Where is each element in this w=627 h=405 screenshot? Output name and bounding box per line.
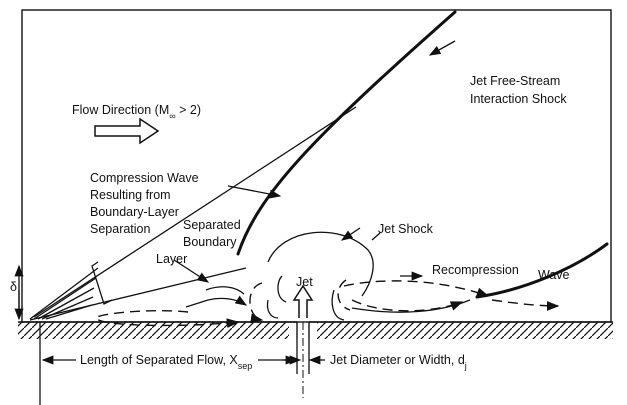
compression-wave-line <box>33 106 357 318</box>
recirculation-vortices <box>95 271 560 329</box>
flow-direction-label: Flow Direction (M∞ > 2) <box>72 103 201 121</box>
jet-freestream-label-1: Jet Free-Stream <box>470 74 560 88</box>
leader-lines <box>173 40 456 283</box>
jet-shock <box>267 231 374 297</box>
recompression-label: Recompression <box>432 263 519 277</box>
jet-shock-label: Jet Shock <box>378 222 434 236</box>
separated-label-3: Layer <box>156 252 187 266</box>
compression-label-2: Resulting from <box>90 188 171 202</box>
boundary-layer-bracket <box>91 261 113 305</box>
jet-label: Jet <box>296 275 313 289</box>
compression-label-1: Compression Wave <box>90 171 199 185</box>
separated-label-2: Boundary <box>183 235 237 249</box>
compression-label-3: Boundary-Layer <box>90 205 179 219</box>
delta-label: δ <box>10 280 17 294</box>
separated-label-1: Separated <box>183 218 241 232</box>
wave-label: Wave <box>538 268 570 282</box>
length-label: Length of Separated Flow, Xsep <box>80 353 252 371</box>
diameter-dimension <box>282 339 325 374</box>
jet-arrow <box>292 284 314 318</box>
recompression-wave <box>475 242 609 299</box>
diameter-label: Jet Diameter or Width, dj <box>330 353 467 371</box>
compression-label-4: Separation <box>90 222 151 236</box>
flow-direction-arrow <box>94 117 160 145</box>
separated-layer-line <box>29 267 247 321</box>
jet-freestream-label-2: Interaction Shock <box>470 92 567 106</box>
compression-fan <box>29 267 99 320</box>
diagram-frame <box>21 9 612 323</box>
jet-freestream-shock <box>236 10 457 256</box>
wall <box>18 321 613 339</box>
